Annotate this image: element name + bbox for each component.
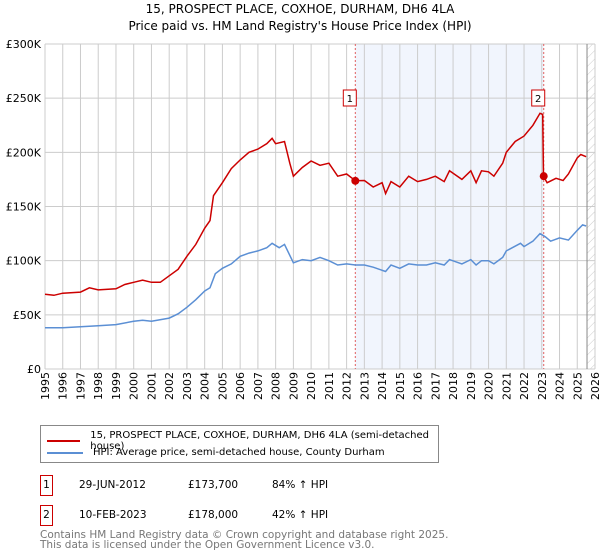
x-tick-label: 1999 [110, 372, 123, 400]
x-tick-label: 2017 [429, 372, 442, 400]
x-tick-label: 2006 [234, 372, 247, 400]
x-tick-label: 2000 [128, 372, 141, 400]
y-tick-label: £200K [6, 146, 42, 159]
x-tick-label: 2007 [252, 372, 265, 400]
x-tick-label: 1996 [57, 372, 70, 400]
x-tick-label: 1995 [39, 372, 52, 400]
sale-badge: 2 [40, 505, 53, 526]
sale-label: 2 [535, 94, 541, 105]
footer: Contains HM Land Registry data © Crown c… [40, 529, 449, 551]
sale-price: £178,000 [188, 509, 239, 521]
x-tick-label: 2004 [199, 372, 212, 400]
x-tick-label: 2018 [447, 372, 460, 400]
x-tick-label: 2008 [270, 372, 283, 400]
sale-label: 1 [347, 94, 353, 105]
sale-label-box [342, 89, 357, 107]
x-tick-label: 2020 [483, 372, 496, 400]
x-tick-label: 1998 [92, 372, 105, 400]
sale-point [539, 172, 548, 181]
x-tick-label: 2021 [500, 372, 513, 400]
transaction-row: 1 29-JUN-2012 £173,700 84% ↑ HPI [40, 475, 540, 497]
transaction-row: 2 10-FEB-2023 £178,000 42% ↑ HPI [40, 505, 540, 527]
x-tick-label: 2009 [287, 372, 300, 400]
x-tick-label: 2002 [163, 372, 176, 400]
legend-label: 15, PROSPECT PLACE, COXHOE, DURHAM, DH6 … [90, 430, 430, 452]
x-tick-label: 2024 [554, 372, 567, 400]
legend-item-property: 15, PROSPECT PLACE, COXHOE, DURHAM, DH6 … [47, 430, 438, 452]
x-tick-label: 2025 [571, 372, 584, 400]
legend-swatch-blue [47, 451, 83, 454]
x-tick-label: 2019 [465, 372, 478, 400]
y-tick-label: £300K [6, 38, 42, 51]
x-tick-label: 2016 [412, 372, 425, 400]
legend: 15, PROSPECT PLACE, COXHOE, DURHAM, DH6 … [40, 425, 439, 463]
y-tick-label: £50K [13, 309, 42, 322]
chart-title: 15, PROSPECT PLACE, COXHOE, DURHAM, DH6 … [145, 2, 455, 16]
y-tick-label: £100K [6, 255, 42, 268]
price-chart: 1995 1996 1997 1998 1999 2000 2001 2002 2003 2004… [6, 38, 600, 400]
series-line [45, 224, 587, 329]
x-tick-label: 2001 [145, 372, 158, 400]
x-tick-label: 1997 [74, 372, 87, 400]
chart-subtitle: Price paid vs. HM Land Registry's House … [128, 19, 472, 33]
x-tick-label: 2023 [536, 372, 549, 400]
sale-badge: 1 [40, 475, 53, 496]
footer-line2: This data is licensed under the Open Gov… [40, 539, 375, 551]
sale-date: 29-JUN-2012 [79, 479, 146, 491]
x-tick-label: 2012 [341, 372, 354, 400]
legend-item-hpi: HPI: Average price, semi-detached house,… [47, 447, 385, 458]
y-tick-label: £0 [27, 363, 41, 376]
series-line [44, 112, 587, 297]
x-tick-label: 2014 [376, 372, 389, 400]
sale-label-box [531, 89, 546, 107]
x-tick-label: 2015 [394, 372, 407, 400]
sale-date: 10-FEB-2023 [79, 509, 147, 521]
legend-swatch-red [47, 440, 81, 442]
x-tick-label: 2013 [358, 372, 371, 400]
legend-label: HPI: Average price, semi-detached house,… [93, 447, 385, 458]
x-tick-label: 2022 [518, 372, 531, 400]
sale-price: £173,700 [188, 479, 239, 491]
footer-line1: Contains HM Land Registry data © Crown c… [40, 529, 449, 541]
x-tick-label: 2005 [216, 372, 229, 400]
sale-point [351, 176, 360, 185]
x-tick-label: 2026 [589, 372, 600, 400]
x-tick-label: 2011 [323, 372, 336, 400]
y-tick-label: £250K [6, 92, 42, 105]
x-tick-label: 2010 [305, 372, 318, 400]
sale-hpi: 42% ↑ HPI [272, 509, 329, 521]
x-tick-label: 2003 [181, 372, 194, 400]
y-tick-label: £150K [6, 201, 42, 214]
sale-hpi: 84% ↑ HPI [272, 479, 329, 491]
